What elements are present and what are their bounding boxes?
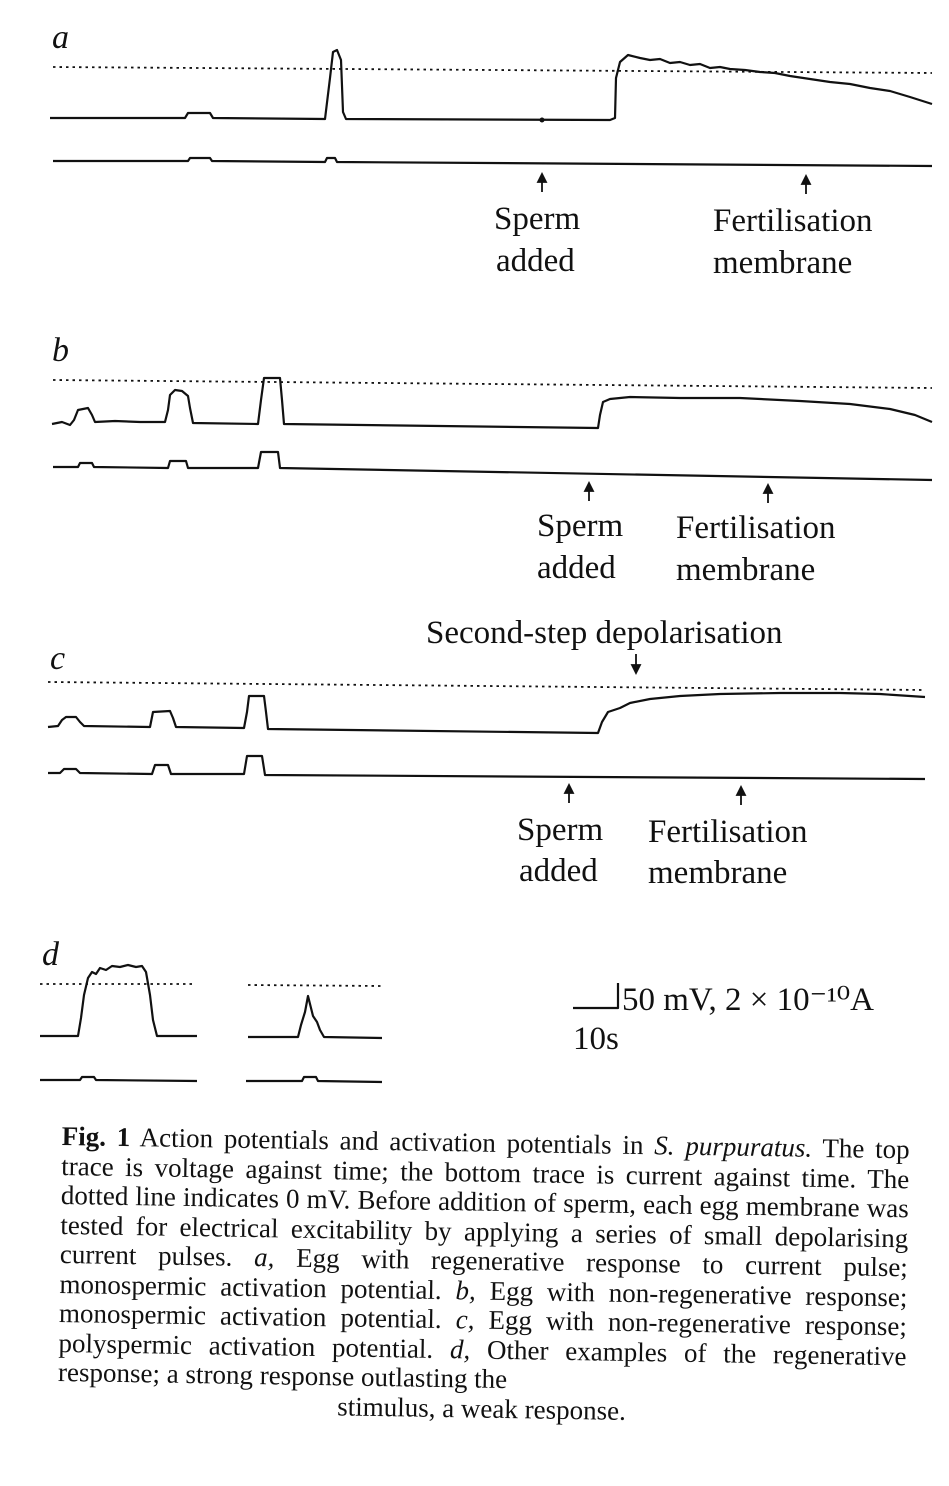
caption-b-marker: b, bbox=[455, 1274, 477, 1306]
scale-bar-time: 10s bbox=[573, 1021, 619, 1057]
panel-b-membrane-label-2: membrane bbox=[676, 552, 815, 588]
panel-c-sperm-arrowhead bbox=[563, 782, 575, 794]
panel-b-letter: b bbox=[52, 332, 69, 369]
panel-c-zero-line bbox=[47, 681, 926, 691]
panel-c-membrane-arrowhead bbox=[735, 784, 747, 796]
panel-c-second-step-arrowhead bbox=[630, 664, 642, 676]
panel-d: d bbox=[40, 936, 383, 1084]
caption-a-marker: a, bbox=[253, 1242, 275, 1273]
panel-b-voltage-trace bbox=[51, 376, 933, 430]
panel-b: b Sperm added Fertilisation membrane bbox=[51, 332, 933, 588]
panel-c-sperm-label-1: Sperm bbox=[517, 812, 603, 848]
panel-a: a Sperm added Fertilisation membrane bbox=[50, 19, 933, 281]
caption-species: S. purpuratus. bbox=[654, 1130, 813, 1163]
caption-c-marker: c, bbox=[455, 1304, 475, 1335]
panel-b-zero-line bbox=[52, 379, 933, 389]
panel-a-current-trace bbox=[53, 156, 933, 168]
panel-a-sperm-mark bbox=[539, 117, 545, 123]
caption-fig-label: Fig. 1 bbox=[61, 1121, 131, 1153]
panel-b-sperm-arrowhead bbox=[583, 480, 595, 492]
panel-a-sperm-arrowhead bbox=[536, 171, 548, 183]
panel-d-zero-line-right bbox=[247, 984, 383, 987]
panel-d-weak-voltage-trace bbox=[248, 994, 383, 1040]
panel-a-letter: a bbox=[52, 19, 69, 56]
panel-c-membrane-label-2: membrane bbox=[648, 855, 787, 891]
panel-a-zero-line bbox=[52, 66, 933, 74]
panel-c-membrane-label-1: Fertilisation bbox=[648, 814, 808, 850]
panel-a-membrane-label-1: Fertilisation bbox=[713, 203, 873, 239]
panel-c-letter: c bbox=[50, 640, 65, 677]
panel-a-membrane-label-2: membrane bbox=[713, 245, 852, 281]
panel-c: Second-step depolarisation c Sperm added… bbox=[47, 615, 926, 891]
panel-d-strong-voltage-trace bbox=[40, 963, 197, 1038]
scale-bar: 50 mV, 2 × 10⁻¹⁰A 10s bbox=[573, 982, 874, 1057]
panel-a-voltage-trace bbox=[50, 48, 933, 122]
scale-bar-lines bbox=[573, 983, 620, 1010]
panel-c-sperm-label-2: added bbox=[519, 853, 598, 889]
panel-c-voltage-trace bbox=[47, 691, 926, 735]
panel-c-current-trace bbox=[48, 754, 926, 781]
panel-a-sperm-label-2: added bbox=[496, 243, 575, 279]
scale-bar-amplitude: 50 mV, 2 × 10⁻¹⁰A bbox=[622, 982, 874, 1018]
figure-caption: Fig. 1 Action potentials and activation … bbox=[57, 1121, 910, 1430]
panel-b-sperm-label-1: Sperm bbox=[537, 508, 623, 544]
panel-d-strong-current-trace bbox=[40, 1075, 198, 1083]
caption-d-marker: d, bbox=[449, 1333, 471, 1364]
panel-a-membrane-arrowhead bbox=[800, 173, 812, 185]
panel-d-weak-current-trace bbox=[246, 1075, 383, 1084]
panel-b-current-trace bbox=[53, 450, 933, 482]
panel-b-sperm-label-2: added bbox=[537, 550, 616, 586]
panel-b-membrane-label-1: Fertilisation bbox=[676, 510, 836, 546]
panel-a-sperm-label-1: Sperm bbox=[494, 201, 580, 237]
panel-d-letter: d bbox=[42, 936, 60, 973]
panel-c-second-step-label: Second-step depolarisation bbox=[426, 615, 783, 651]
panel-b-membrane-arrowhead bbox=[762, 482, 774, 494]
